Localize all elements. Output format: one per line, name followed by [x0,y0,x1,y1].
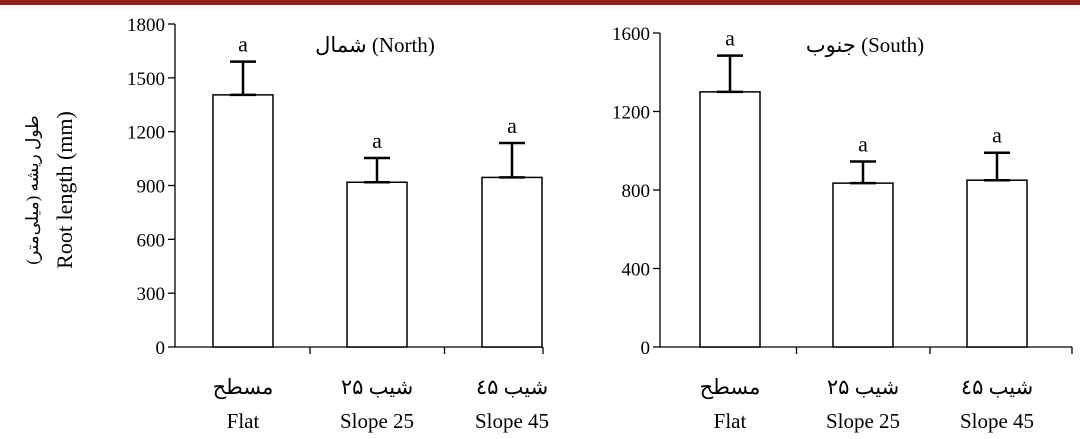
y-axis-label: Root length (mm) [52,111,77,269]
y-tick-label: 300 [137,284,166,305]
significance-letter: a [725,26,735,51]
category-label-persian: شیب ٤۵ [476,375,548,399]
y-tick-label: 1500 [127,69,165,90]
category-label-persian: شیب ۲۵ [827,375,899,399]
y-tick-label: 1800 [127,15,165,36]
bar [346,181,408,348]
significance-letter: a [858,132,868,157]
y-tick-label: 400 [622,260,651,281]
category-label-persian: شیب ٤۵ [961,375,1033,399]
category-label-persian: مسطح [213,375,274,400]
panel-title: (North) شمال [315,33,435,57]
y-tick-label: 0 [641,338,651,359]
y-axis-label-group: طول ریشه (میلی‌متر) Root length (mm) [23,111,77,269]
north-panel: 0 300 600 900 1200 1500 1800 a مسطح Flat a شیب ۲۵ Sl… [127,15,549,433]
top-rule [0,0,1080,5]
y-tick-label: 1200 [612,103,650,124]
category-label: Slope 45 [960,409,1034,433]
significance-letter: a [372,128,382,153]
y-tick-label: 900 [137,177,166,198]
significance-letter: a [992,123,1002,148]
bar [832,182,894,348]
bar [966,179,1028,348]
bar [481,176,543,348]
y-tick-label: 800 [622,181,651,202]
category-label: Flat [714,409,747,433]
panel-title: (South) جنوب [806,33,924,58]
y-tick-label: 0 [156,338,166,359]
category-label: Flat [227,409,260,433]
category-label-persian: شیب ۲۵ [341,375,413,399]
category-label: Slope 25 [826,409,900,433]
significance-letter: a [238,32,248,57]
bar [699,91,761,348]
significance-letter: a [507,113,517,138]
y-tick-label: 600 [137,230,166,251]
category-label: Slope 25 [340,409,414,433]
south-panel: 0 400 800 1200 1600 a مسطح Flat a شیب ۲۵ Slope 25 a… [612,24,1073,433]
category-label-persian: مسطح [700,375,761,400]
bar [212,94,274,348]
y-axis-label-persian: طول ریشه (میلی‌متر) [23,115,43,264]
y-tick-label: 1600 [612,24,650,45]
category-label: Slope 45 [475,409,549,433]
y-tick-label: 1200 [127,123,165,144]
